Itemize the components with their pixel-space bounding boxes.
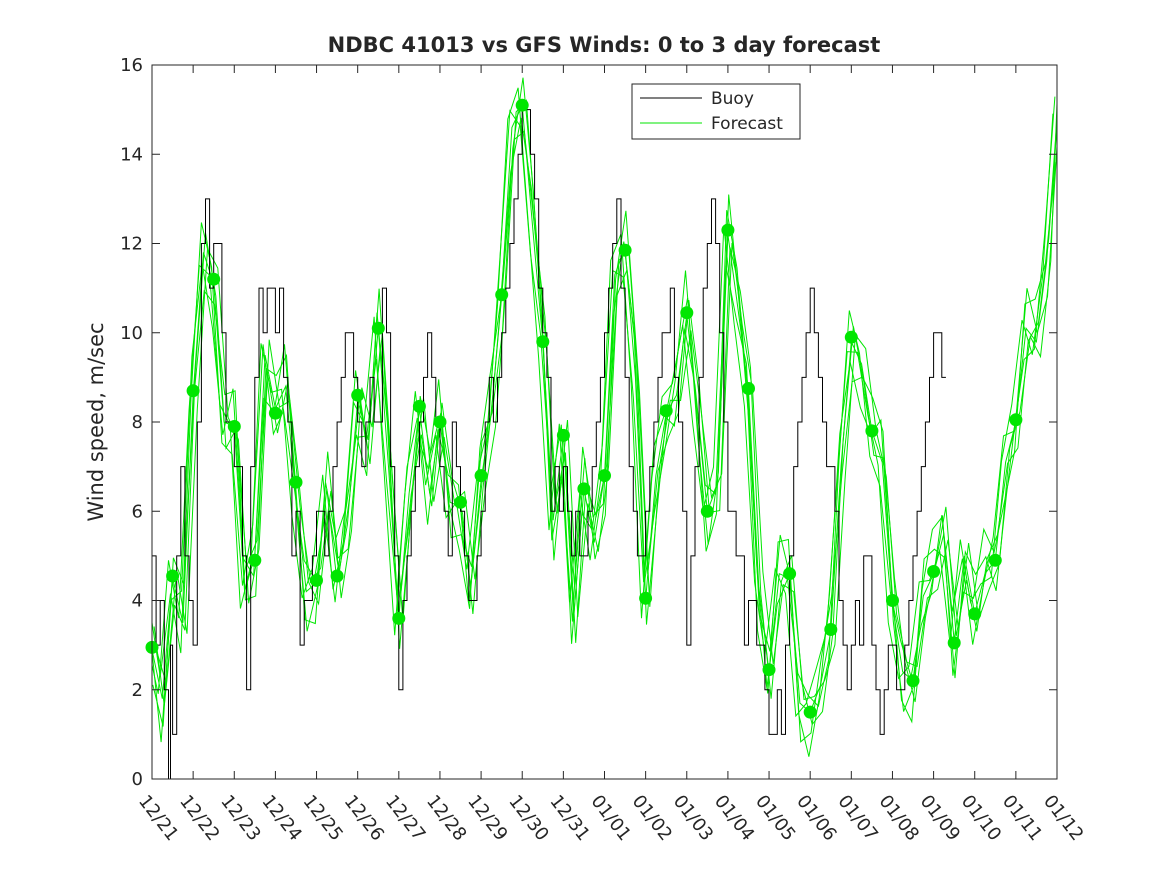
x-tick-label: 01/02 [628,791,676,845]
x-tick-label: 01/08 [875,791,923,845]
forecast-point [844,330,858,344]
forecast-point [639,591,653,605]
forecast-run-line [152,77,1058,743]
forecast-point [412,399,426,413]
forecast-run-line [155,99,1058,701]
x-tick-label: 01/06 [792,791,840,845]
forecast-point [659,404,673,418]
forecast-point [886,594,899,607]
x-tick-label: 01/04 [710,791,758,845]
forecast-point [968,607,982,621]
x-tick-label: 01/11 [998,791,1046,845]
forecast-point [495,288,509,302]
forecast-point [762,663,776,677]
forecast-point [268,406,282,420]
forecast-point [1009,413,1023,427]
x-tick-label: 01/01 [587,791,635,845]
legend: Buoy Forecast [631,83,801,140]
legend-label-forecast: Forecast [711,114,783,134]
y-tick-label: 6 [132,501,143,522]
forecast-point [721,223,735,237]
y-axis-label: Wind speed, m/sec [84,322,108,521]
x-tick-label: 12/25 [299,791,347,845]
x-tick-label: 01/07 [833,791,881,845]
x-tick-label: 12/28 [422,791,470,845]
forecast-point [351,388,365,402]
forecast-point [988,553,1002,567]
x-tick-label: 12/24 [257,791,305,845]
series-layer [145,77,1058,780]
forecast-point [371,321,385,335]
forecast-point [454,495,467,509]
y-axis-ticks: 0 2 4 6 8 10 12 14 16 [120,55,1057,790]
x-tick-label: 01/09 [916,791,964,845]
y-tick-label: 10 [120,323,143,344]
y-tick-label: 2 [132,680,143,701]
forecast-point [577,482,591,496]
y-tick-label: 8 [132,412,143,433]
x-tick-label: 12/26 [340,791,388,845]
forecast-point [536,335,550,349]
x-tick-label: 12/31 [545,791,593,845]
forecast-point [166,569,180,583]
buoy-line [152,109,946,780]
y-tick-label: 16 [120,55,143,76]
x-tick-label: 12/27 [381,791,429,845]
forecast-point [680,306,694,320]
forecast-point [700,504,714,518]
forecast-run-line [151,87,1054,718]
y-tick-label: 14 [120,144,143,165]
forecast-point [227,420,241,433]
forecast-point [330,569,344,583]
x-tick-label: 12/30 [504,791,552,845]
forecast-point [598,469,611,483]
y-tick-label: 4 [132,591,143,612]
x-tick-label: 01/12 [1039,791,1087,845]
forecast-point [433,415,447,429]
forecast-point [906,674,920,688]
x-tick-label: 01/05 [751,791,799,845]
forecast-point [865,424,879,438]
x-tick-label: 12/22 [175,791,223,845]
forecast-point [927,565,941,578]
forecast-point [515,98,529,112]
forecast-point [783,567,797,581]
chart-title: NDBC 41013 vs GFS Winds: 0 to 3 day fore… [328,33,881,57]
x-tick-label: 01/03 [669,791,717,845]
forecast-point [248,553,262,567]
x-tick-label: 12/21 [134,791,182,845]
forecast-point [474,469,488,483]
forecast-point [207,272,221,286]
forecast-point [742,382,755,395]
forecast-point [289,475,303,489]
legend-box [631,83,801,140]
forecast-point [310,573,323,587]
forecast-point [556,428,570,442]
x-tick-label: 12/23 [216,791,264,845]
x-tick-label: 12/29 [463,791,511,845]
x-tick-label: 01/10 [957,791,1005,845]
forecast-point [618,243,632,257]
forecast-point [392,611,406,625]
forecast-point [824,623,838,636]
y-tick-label: 0 [132,769,143,790]
y-tick-label: 12 [120,234,143,255]
legend-label-buoy: Buoy [711,89,754,109]
forecast-point [186,384,200,398]
forecast-run-line [151,117,1057,757]
forecast-point [803,705,817,719]
forecast-point [947,636,961,650]
